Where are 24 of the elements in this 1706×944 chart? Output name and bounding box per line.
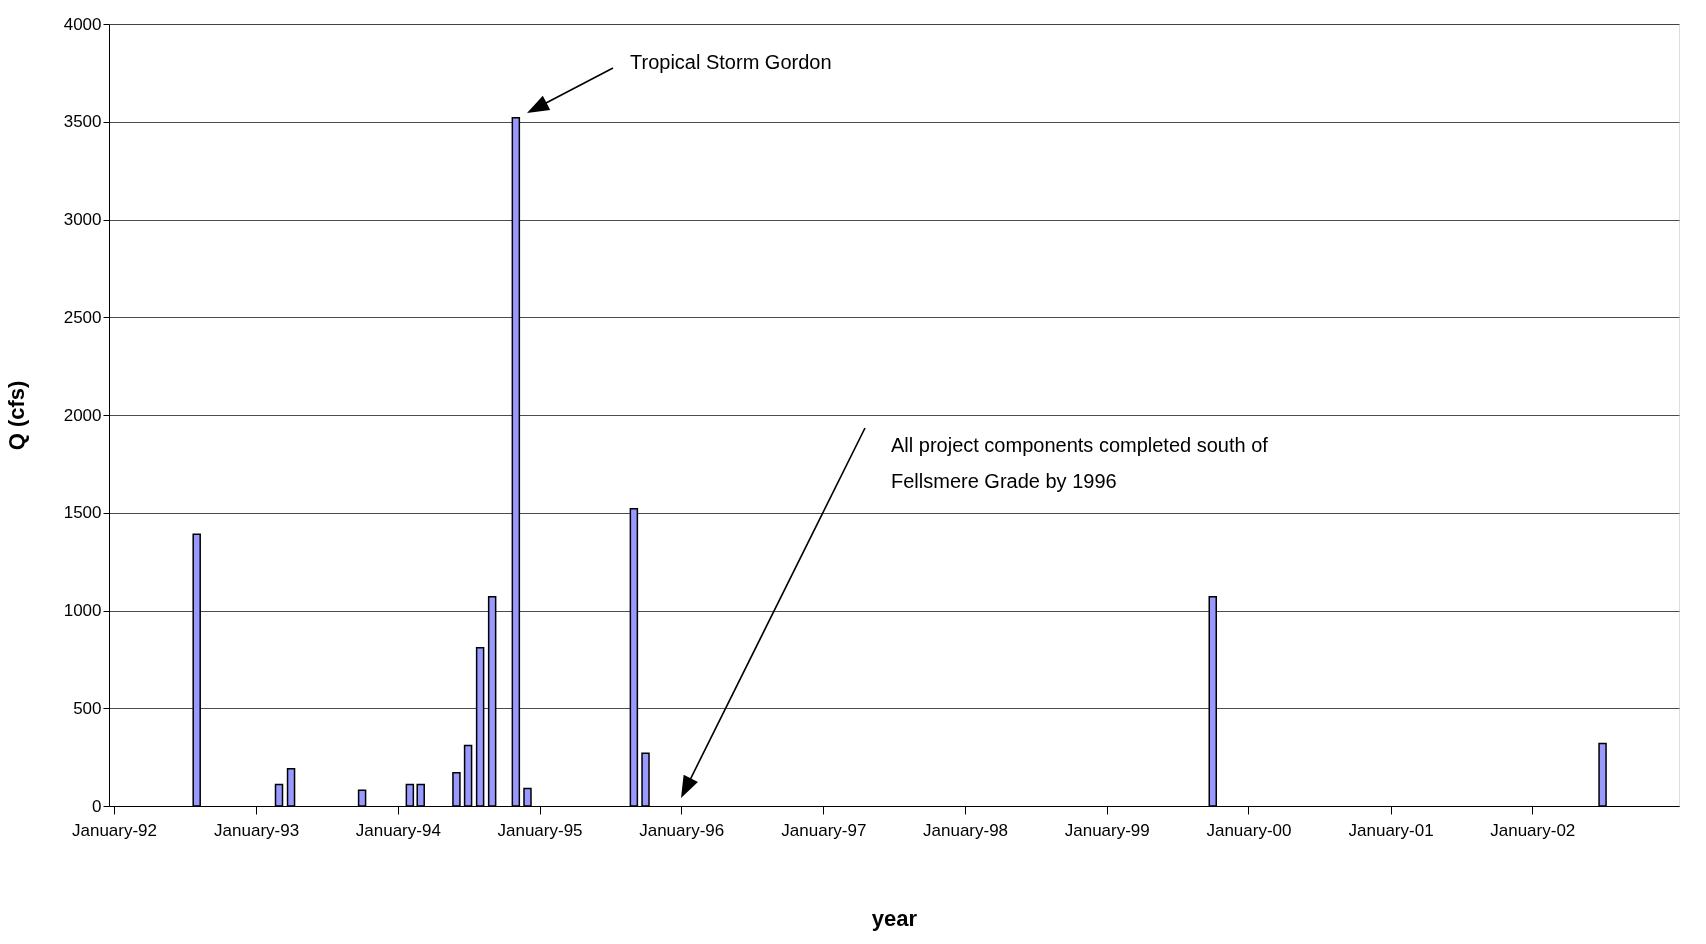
y-tick-label: 2000 (63, 405, 102, 425)
x-tick-label: January-93 (214, 820, 300, 840)
y-tick-label: 0 (92, 796, 102, 816)
x-tick-label: January-92 (71, 820, 158, 840)
x-tick-label: January-00 (1206, 820, 1292, 840)
y-axis-title: Q (cfs) (3, 380, 29, 451)
y-tick-label: 4000 (63, 14, 102, 34)
annotation: Tropical Storm Gordon (630, 51, 832, 73)
x-tick-label: January-95 (497, 820, 583, 840)
x-tick-label: January-98 (923, 820, 1009, 840)
x-tick-label: January-02 (1490, 820, 1576, 840)
y-tick-label: 3000 (63, 210, 102, 229)
x-tick-label: January-97 (781, 820, 867, 840)
y-tick-label: 1500 (63, 503, 102, 523)
x-tick-label: January-94 (355, 820, 441, 840)
x-tick-label: January-99 (1064, 820, 1150, 840)
annotation: All project components completed south of Fellsmere Grade by 1996 (891, 434, 1269, 492)
x-tick-label: January-01 (1348, 820, 1434, 840)
x-tick-label: January-96 (639, 820, 725, 840)
y-tick-label: 2500 (63, 307, 102, 327)
y-tick-label: 1000 (63, 601, 102, 620)
y-tick-label: 500 (73, 698, 102, 718)
y-tick-label: 3500 (63, 112, 102, 132)
x-axis-title: year (871, 905, 918, 931)
